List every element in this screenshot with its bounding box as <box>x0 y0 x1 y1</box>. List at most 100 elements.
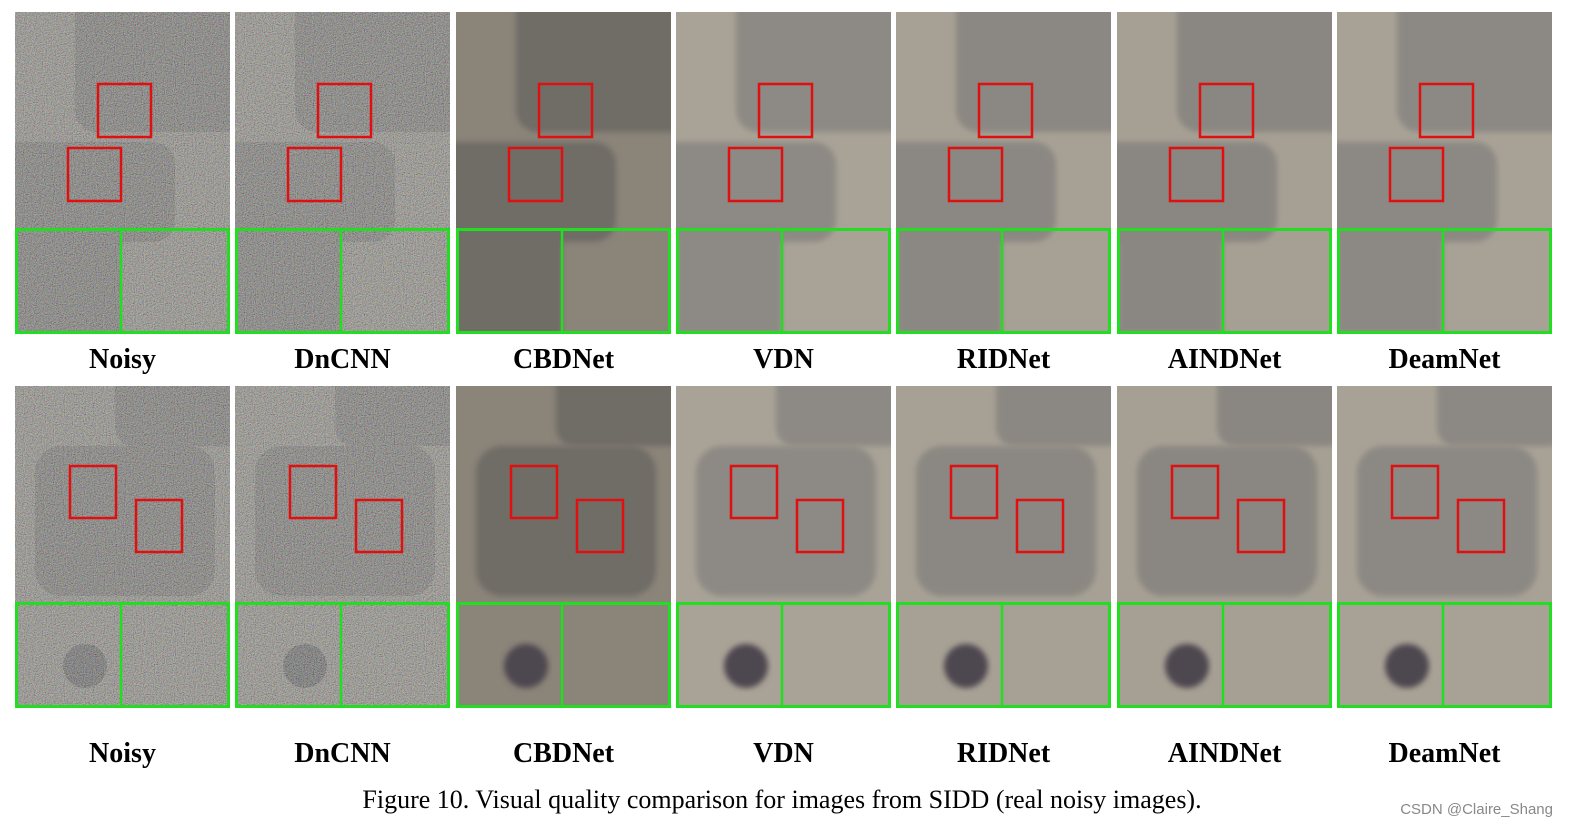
crop-glyph <box>1165 644 1209 688</box>
roi-box <box>795 498 845 554</box>
key <box>956 12 1111 132</box>
crop-glyph <box>944 644 988 688</box>
crop-frame <box>896 602 1111 708</box>
panel <box>1117 12 1332 334</box>
crop-frame <box>235 228 450 334</box>
crop-glyph <box>504 644 548 688</box>
crop-frame <box>15 228 230 334</box>
roi-box <box>1015 498 1065 554</box>
panel <box>15 386 230 708</box>
key <box>676 142 836 242</box>
panel <box>1337 12 1552 334</box>
key <box>516 12 671 132</box>
crop-frame <box>456 602 671 708</box>
roi-box <box>507 146 564 203</box>
key <box>1357 446 1537 596</box>
roi-box <box>575 498 625 554</box>
crop-left <box>1117 228 1223 334</box>
method-label: VDN <box>753 344 814 375</box>
panel <box>235 12 450 334</box>
roi-box <box>949 464 999 520</box>
method-label: RIDNet <box>957 738 1051 769</box>
method-label: DeamNet <box>1389 344 1502 375</box>
panel <box>235 386 450 708</box>
crop-frame <box>1117 602 1332 708</box>
method-label: VDN <box>753 738 814 769</box>
watermark: CSDN @Claire_Shang <box>1400 801 1553 818</box>
panel <box>456 386 671 708</box>
key <box>1117 142 1277 242</box>
roi-box <box>1388 146 1445 203</box>
key <box>776 386 891 446</box>
panel <box>896 12 1111 334</box>
roi-box <box>729 464 779 520</box>
key <box>736 12 891 132</box>
method-label: Noisy <box>89 344 156 375</box>
key <box>456 142 616 242</box>
key <box>896 142 1056 242</box>
crop-glyph <box>1385 644 1429 688</box>
caption: Figure 10. Visual quality comparison for… <box>362 785 1201 814</box>
noise <box>235 12 450 334</box>
crop-frame <box>456 228 671 334</box>
key <box>916 446 1096 596</box>
panel <box>1117 386 1332 708</box>
roi-box <box>288 464 338 520</box>
roi-box <box>1390 464 1440 520</box>
panel <box>676 12 891 334</box>
method-label: DnCNN <box>294 738 390 769</box>
panel <box>1337 386 1552 708</box>
key <box>1337 142 1497 242</box>
noise <box>15 386 230 708</box>
roi-box <box>1170 464 1220 520</box>
key <box>556 386 671 446</box>
key <box>476 446 656 596</box>
method-label: AINDNet <box>1168 738 1282 769</box>
key <box>1437 386 1552 446</box>
crop-left <box>676 228 782 334</box>
key <box>1177 12 1332 132</box>
roi-box <box>286 146 343 203</box>
roi-box <box>96 82 153 139</box>
roi-box <box>757 82 814 139</box>
noise <box>15 12 230 334</box>
crop-frame <box>896 228 1111 334</box>
panel <box>676 386 891 708</box>
roi-box <box>727 146 784 203</box>
roi-box <box>1168 146 1225 203</box>
method-label: DnCNN <box>294 344 390 375</box>
roi-box <box>1236 498 1286 554</box>
roi-box <box>537 82 594 139</box>
method-label: RIDNet <box>957 344 1051 375</box>
roi-box <box>354 498 404 554</box>
roi-box <box>977 82 1034 139</box>
roi-box <box>134 498 184 554</box>
crop-frame <box>1117 228 1332 334</box>
roi-box <box>947 146 1004 203</box>
roi-box <box>509 464 559 520</box>
panel <box>896 386 1111 708</box>
method-label: AINDNet <box>1168 344 1282 375</box>
crop-left <box>456 228 562 334</box>
crop-frame <box>15 602 230 708</box>
method-label: CBDNet <box>513 344 615 375</box>
key <box>1397 12 1552 132</box>
roi-box <box>68 464 118 520</box>
roi-box <box>1198 82 1255 139</box>
noise <box>235 386 450 708</box>
key <box>996 386 1111 446</box>
crop-frame <box>1337 602 1552 708</box>
roi-box <box>1418 82 1475 139</box>
panel <box>15 12 230 334</box>
method-label: CBDNet <box>513 738 615 769</box>
crop-frame <box>676 228 891 334</box>
crop-glyph <box>724 644 768 688</box>
crop-frame <box>235 602 450 708</box>
crop-frame <box>676 602 891 708</box>
crop-frame <box>1337 228 1552 334</box>
roi-box <box>66 146 123 203</box>
crop-left <box>896 228 1002 334</box>
roi-box <box>316 82 373 139</box>
method-label: Noisy <box>89 738 156 769</box>
